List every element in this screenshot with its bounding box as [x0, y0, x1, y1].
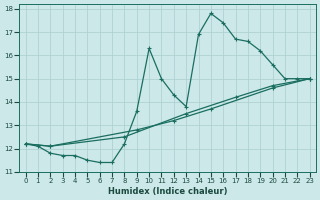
X-axis label: Humidex (Indice chaleur): Humidex (Indice chaleur)	[108, 187, 228, 196]
